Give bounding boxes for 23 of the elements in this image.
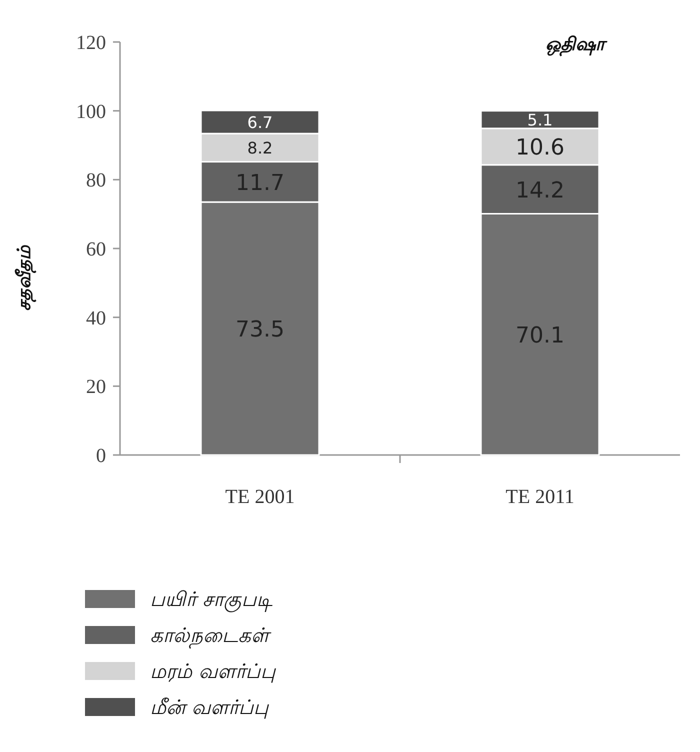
data-label: 10.6 xyxy=(516,136,564,161)
data-label: 11.7 xyxy=(236,170,284,196)
y-tick-label: 80 xyxy=(86,170,106,192)
y-tick-label: 120 xyxy=(76,32,106,54)
y-axis-title: சதவீதம் xyxy=(14,244,37,311)
data-label: 8.2 xyxy=(247,138,273,158)
legend-label: கால்நடைகள் xyxy=(150,623,272,649)
x-tick-label: TE 2001 xyxy=(225,486,295,508)
y-tick-label: 0 xyxy=(96,445,106,467)
chart-title: ஒதிஷா xyxy=(546,34,608,57)
legend-label: மீன் வளர்ப்பு xyxy=(150,695,270,719)
data-label: 14.2 xyxy=(516,178,564,204)
x-tick-label: TE 2011 xyxy=(506,486,574,508)
y-tick-label: 40 xyxy=(86,307,106,330)
data-label: 73.5 xyxy=(236,318,284,343)
legend-label: பயிர் சாகுபடி xyxy=(150,587,272,613)
data-label: 70.1 xyxy=(516,323,564,348)
legend-label: மரம் வளர்ப்பு xyxy=(150,659,276,683)
y-tick-label: 100 xyxy=(76,100,106,123)
data-label: 5.1 xyxy=(527,110,553,130)
y-tick-label: 60 xyxy=(86,238,106,260)
y-tick-label: 20 xyxy=(86,376,106,398)
data-label: 6.7 xyxy=(247,113,273,132)
